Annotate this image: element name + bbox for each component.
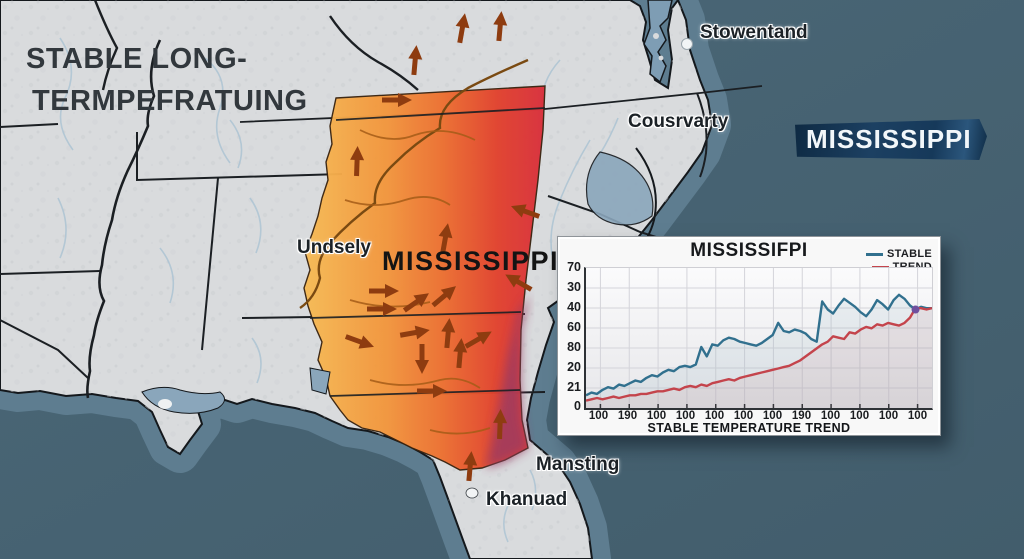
map-title-line1: STABLE LONG- <box>26 43 248 75</box>
bays <box>141 0 673 499</box>
plot-svg <box>585 268 933 408</box>
trend-arrow-icon <box>367 302 397 316</box>
trend-arrows <box>344 11 541 482</box>
series-end-marker <box>911 305 920 314</box>
trend-arrow-icon <box>464 331 492 349</box>
state-banner: MISSISSIPPI <box>795 119 987 160</box>
trend-arrow-icon <box>463 451 478 482</box>
plot-area <box>584 267 933 410</box>
city-label: Stowentand <box>700 22 808 43</box>
x-tick-label: 100 <box>762 410 783 422</box>
x-tick-label: 190 <box>791 410 812 422</box>
city-label: Mansting <box>536 454 620 475</box>
trend-arrow-icon <box>455 13 470 44</box>
state-banner-label: MISSISSIPPI <box>806 124 972 154</box>
y-tick-label: 70 <box>567 260 581 274</box>
x-tick-label: 100 <box>733 410 754 422</box>
trend-arrow-icon <box>493 409 508 440</box>
trend-arrow-icon <box>415 344 429 374</box>
legend-item-stable: STABLE <box>866 248 932 260</box>
x-tick-label: 100 <box>820 410 841 422</box>
trend-series-line <box>585 307 933 402</box>
x-tick-label: 100 <box>704 410 725 422</box>
x-tick-label: 100 <box>646 410 667 422</box>
trend-arrow-icon <box>402 293 429 313</box>
trend-arrow-icon <box>382 93 412 107</box>
y-axis-labels: 70 30 40 60 80 20 21 0 <box>558 261 581 413</box>
chart-inset: MISSISSIFPI STABLE TREND 703040608020210… <box>557 236 941 436</box>
trend-arrow-icon <box>441 318 456 349</box>
city-label: Cousrvarty <box>628 111 729 132</box>
y-tick-label: 21 <box>567 379 581 394</box>
city-label: Undsely <box>297 237 371 258</box>
trend-arrow-icon <box>493 11 508 42</box>
city-label: Khanuad <box>486 489 568 510</box>
trend-arrow-icon <box>350 146 365 177</box>
heat-detail-lines <box>299 58 546 435</box>
x-tick-label: 100 <box>849 410 870 422</box>
city-marker-dot <box>681 38 693 50</box>
trend-arrow-icon <box>431 286 457 308</box>
trend-arrow-icon <box>399 325 430 340</box>
x-axis-labels: 100 190 100 100 100 100 100 190 100 100 100 100 <box>584 410 932 422</box>
x-axis-title: STABLE TEMPERATURE TREND <box>647 421 851 435</box>
map-main-title: STABLE LONG- TERMPEFRATUING <box>26 38 308 122</box>
y-tick-label: 0 <box>574 399 581 414</box>
state-label: MISSISSIPPI <box>382 246 560 276</box>
legend-stable-label: STABLE <box>887 248 932 260</box>
trend-arrow-icon <box>417 384 447 398</box>
x-tick-label: 100 <box>878 410 899 422</box>
y-tick-label: 60 <box>567 319 581 334</box>
stable-line-swatch <box>866 252 884 256</box>
trend-arrow-icon <box>369 284 399 298</box>
chart-title: MISSISSIFPI <box>690 240 808 261</box>
trend-arrow-icon <box>344 334 374 349</box>
x-tick-label: 100 <box>588 410 609 422</box>
x-tick-label: 100 <box>907 410 928 422</box>
trend-arrow-icon <box>453 338 468 369</box>
y-tick-label: 20 <box>567 359 581 374</box>
y-tick-label: 40 <box>567 299 581 314</box>
x-tick-label: 190 <box>617 410 638 422</box>
y-tick-label: 80 <box>567 339 581 354</box>
heatmap-purple-zone <box>486 295 530 468</box>
stable-series-line <box>585 293 932 397</box>
trend-arrow-icon <box>511 204 541 219</box>
trend-arrow-icon <box>408 45 423 76</box>
trend-arrow-icon <box>505 274 533 292</box>
trend-arrow-icon <box>438 223 453 254</box>
y-tick-label: 30 <box>567 279 581 294</box>
map-title-line2: TERMPEFRATUING <box>32 85 308 118</box>
x-tick-label: 100 <box>675 410 696 422</box>
